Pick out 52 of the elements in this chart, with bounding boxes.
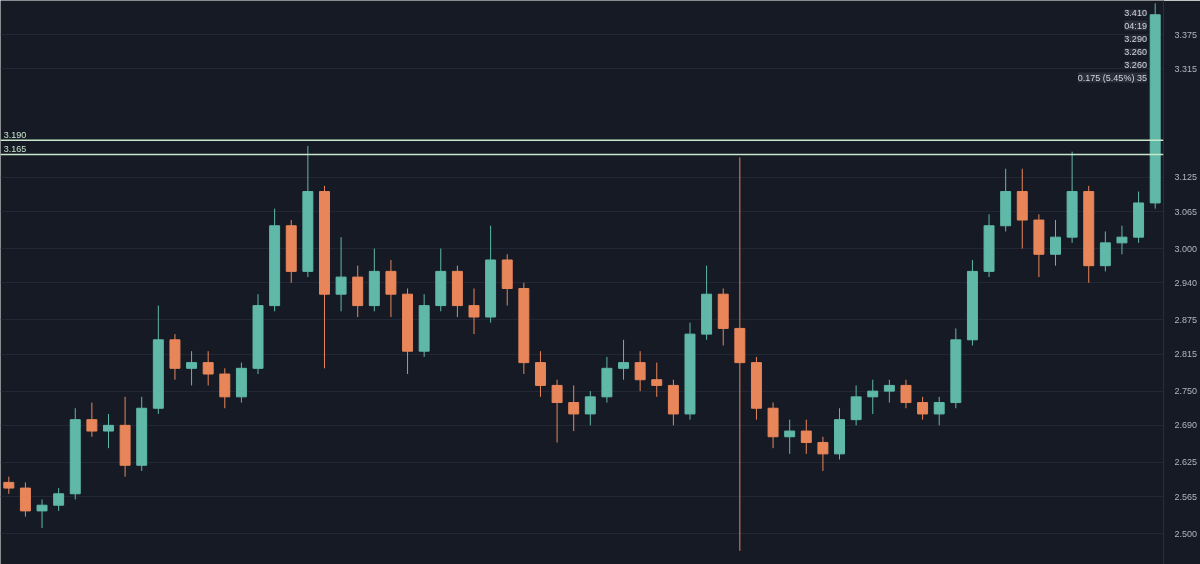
candlestick [900, 379, 912, 409]
candlestick [103, 413, 114, 449]
y-tick-label: 3.375 [1174, 29, 1198, 40]
candlestick [734, 156, 746, 552]
y-tick-label: 2.500 [1174, 528, 1198, 539]
y-tick-label: 2.750 [1174, 386, 1198, 397]
candlestick [186, 350, 198, 386]
annotation: 3.290 [1124, 33, 1147, 44]
candlestick [1050, 219, 1061, 267]
annotation: 04:19 [1124, 20, 1147, 31]
candlestick [468, 287, 480, 335]
candlestick [618, 339, 630, 381]
y-tick-label: 2.625 [1174, 457, 1198, 468]
candlestick [1116, 225, 1128, 255]
candlestick [219, 367, 231, 409]
ref-line-label: 3.190 [3, 130, 27, 141]
candlestick [53, 487, 65, 512]
candlestick [202, 350, 214, 386]
candlestick [86, 402, 98, 438]
candlestick [800, 419, 812, 455]
candlestick [634, 350, 646, 392]
y-tick-label: 2.690 [1174, 420, 1198, 431]
ref-line-label: 3.165 [3, 144, 27, 155]
y-tick-label: 2.815 [1174, 349, 1198, 360]
candlestick [917, 396, 929, 421]
candlestick [335, 236, 347, 312]
y-tick-label: 2.940 [1174, 277, 1198, 288]
candlestick [1099, 230, 1111, 272]
annotation: 3.260 [1124, 46, 1147, 57]
candlestick [867, 379, 879, 415]
y-tick-label: 3.125 [1174, 172, 1198, 183]
candlestick [883, 379, 895, 404]
candlestick [568, 384, 580, 432]
candlestick [817, 436, 829, 472]
y-tick-label: 3.000 [1174, 243, 1198, 254]
y-tick-label: 2.875 [1174, 314, 1198, 325]
annotation: 3.260 [1124, 59, 1147, 70]
candlestick [933, 396, 945, 426]
candlestick [850, 384, 862, 426]
candlestick [36, 498, 48, 529]
candlestick [584, 390, 596, 426]
candlestick [651, 362, 663, 398]
y-tick-label: 2.565 [1174, 491, 1198, 502]
y-tick-label: 3.315 [1174, 63, 1198, 74]
candlestick [385, 259, 397, 318]
candlestick [551, 379, 563, 443]
annotation: 3.410 [1124, 7, 1147, 18]
y-tick-label: 3.065 [1174, 206, 1198, 217]
candlestick [784, 419, 796, 455]
candlestick [534, 350, 546, 398]
annotation: 0.175 (5.45%) 35 [1077, 72, 1147, 83]
candlestick [19, 481, 31, 518]
